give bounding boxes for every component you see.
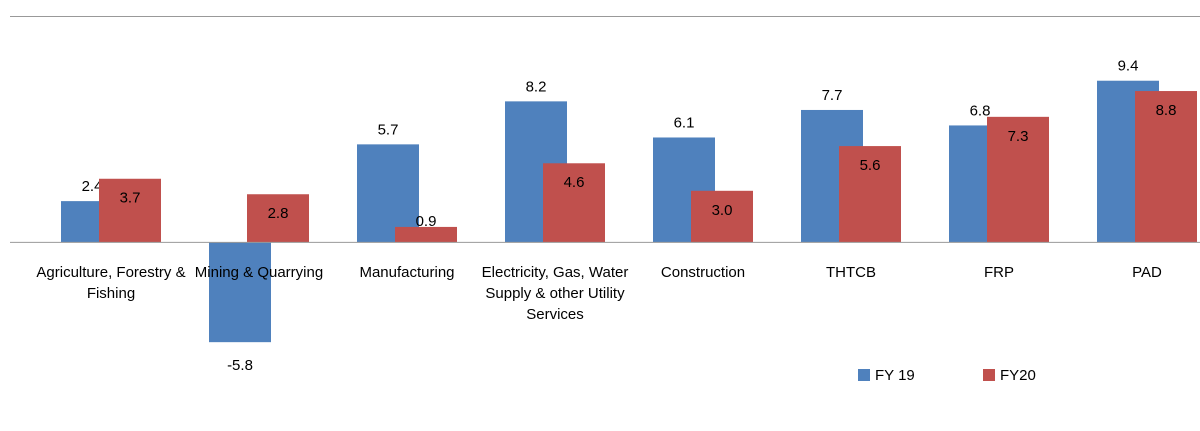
legend-swatch (858, 369, 870, 381)
value-label: 2.8 (268, 205, 289, 222)
legend-label: FY20 (1000, 367, 1036, 384)
bar (987, 116, 1049, 243)
bar (395, 226, 457, 243)
x-tick-label: Agriculture, Forestry & Fishing (36, 264, 186, 302)
value-label: 5.7 (378, 121, 399, 138)
x-tick-label: Electricity, Gas, Water Supply & other U… (481, 264, 629, 323)
x-tick-label: Manufacturing (359, 264, 455, 281)
value-label: 8.2 (526, 78, 547, 95)
x-tick-label: FRP (984, 264, 1014, 281)
value-label: 7.7 (822, 87, 843, 104)
bar (99, 178, 161, 243)
x-tick-label: Construction (660, 264, 746, 281)
x-tick-label: THTCB (826, 264, 876, 281)
value-label: 8.8 (1156, 102, 1177, 119)
bar (543, 163, 605, 243)
value-label: 6.8 (970, 102, 991, 119)
value-label: 9.4 (1118, 58, 1139, 75)
bar (247, 194, 309, 243)
value-label: 6.1 (674, 114, 695, 131)
x-tick-label: PAD (1132, 264, 1162, 281)
value-label: 5.6 (860, 157, 881, 174)
value-label: 3.7 (120, 190, 141, 207)
legend-label: FY 19 (875, 367, 915, 384)
x-tick-label: Mining & Quarrying (194, 264, 324, 281)
bar (357, 144, 419, 243)
bar (209, 242, 271, 343)
value-label: 7.3 (1008, 128, 1029, 145)
value-label: 2.4 (82, 178, 103, 195)
bar (691, 190, 753, 243)
value-label: 3.0 (712, 202, 733, 219)
value-label: -5.8 (227, 357, 253, 374)
value-label: 4.6 (564, 174, 585, 191)
bar (1135, 91, 1197, 243)
value-label: 0.9 (416, 213, 437, 230)
bar (839, 146, 901, 243)
legend-swatch (983, 369, 995, 381)
